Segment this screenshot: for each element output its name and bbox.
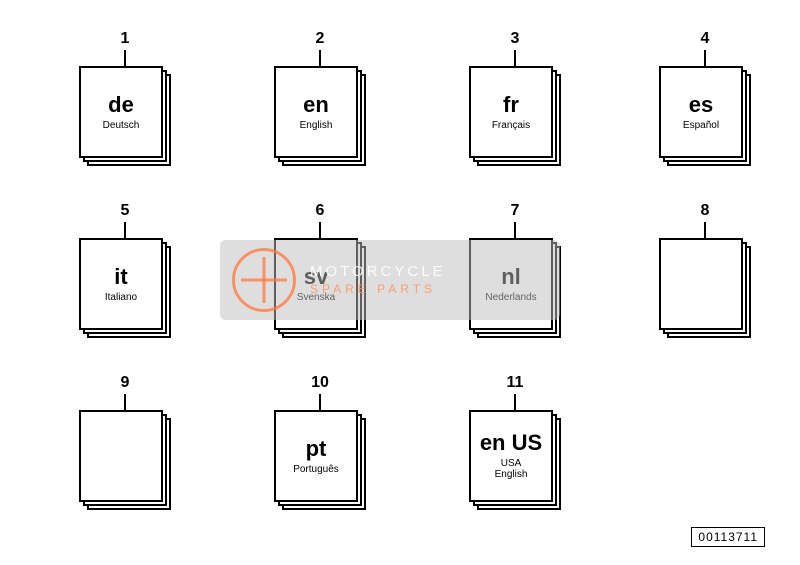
item-number: 11: [450, 374, 580, 392]
book-cell: 9: [60, 374, 190, 510]
book-icon: nl Nederlands: [469, 238, 561, 338]
book-cell: 1 de Deutsch: [60, 30, 190, 166]
book-cover: es Español: [659, 66, 743, 158]
book-icon: [659, 238, 751, 338]
book-icon: de Deutsch: [79, 66, 171, 166]
lang-name: Español: [683, 120, 719, 131]
lang-name: Italiano: [105, 292, 137, 303]
lang-name: English: [300, 120, 333, 131]
book-cell: 10 pt Português: [255, 374, 385, 510]
item-number: 9: [60, 374, 190, 392]
book-cover: it Italiano: [79, 238, 163, 330]
book-cell: 7 nl Nederlands: [450, 202, 580, 338]
diagram-grid: 1 de Deutsch 2 en English 3 fr Français 4 es Españo…: [0, 0, 800, 565]
item-number: 7: [450, 202, 580, 220]
book-cover: en US USA English: [469, 410, 553, 502]
book-cover: de Deutsch: [79, 66, 163, 158]
connector-line: [514, 50, 516, 66]
connector-line: [124, 50, 126, 66]
lang-name: Français: [492, 120, 530, 131]
frame-id-label: 00113711: [691, 527, 765, 547]
book-cell: 6 sv Svenska: [255, 202, 385, 338]
lang-code: en US: [480, 432, 542, 454]
item-number: 3: [450, 30, 580, 48]
lang-code: sv: [304, 266, 328, 288]
book-cell: 5 it Italiano: [60, 202, 190, 338]
lang-name: Nederlands: [485, 292, 536, 303]
lang-code: de: [108, 94, 134, 116]
book-cover: nl Nederlands: [469, 238, 553, 330]
book-cover: [79, 410, 163, 502]
connector-line: [704, 222, 706, 238]
book-icon: fr Français: [469, 66, 561, 166]
item-number: 2: [255, 30, 385, 48]
lang-code: it: [114, 266, 127, 288]
lang-code: fr: [503, 94, 519, 116]
lang-code: nl: [501, 266, 521, 288]
book-cell: 3 fr Français: [450, 30, 580, 166]
connector-line: [319, 50, 321, 66]
lang-code: en: [303, 94, 329, 116]
book-cover: en English: [274, 66, 358, 158]
item-number: 8: [640, 202, 770, 220]
item-number: 4: [640, 30, 770, 48]
book-icon: en English: [274, 66, 366, 166]
connector-line: [514, 222, 516, 238]
book-cell: 11 en US USA English: [450, 374, 580, 510]
lang-name: USA English: [495, 458, 528, 480]
item-number: 1: [60, 30, 190, 48]
book-cover: [659, 238, 743, 330]
book-icon: en US USA English: [469, 410, 561, 510]
book-icon: [79, 410, 171, 510]
connector-line: [124, 222, 126, 238]
book-cover: sv Svenska: [274, 238, 358, 330]
book-cover: fr Français: [469, 66, 553, 158]
item-number: 6: [255, 202, 385, 220]
lang-name: Deutsch: [103, 120, 140, 131]
book-icon: pt Português: [274, 410, 366, 510]
book-cell: 2 en English: [255, 30, 385, 166]
connector-line: [319, 394, 321, 410]
connector-line: [319, 222, 321, 238]
lang-code: pt: [306, 438, 327, 460]
book-cell: 4 es Español: [640, 30, 770, 166]
item-number: 5: [60, 202, 190, 220]
lang-name: Português: [293, 464, 339, 475]
book-cell: 8: [640, 202, 770, 338]
connector-line: [124, 394, 126, 410]
connector-line: [704, 50, 706, 66]
book-cover: pt Português: [274, 410, 358, 502]
book-icon: es Español: [659, 66, 751, 166]
lang-code: es: [689, 94, 713, 116]
book-icon: it Italiano: [79, 238, 171, 338]
book-icon: sv Svenska: [274, 238, 366, 338]
item-number: 10: [255, 374, 385, 392]
connector-line: [514, 394, 516, 410]
lang-name: Svenska: [297, 292, 335, 303]
